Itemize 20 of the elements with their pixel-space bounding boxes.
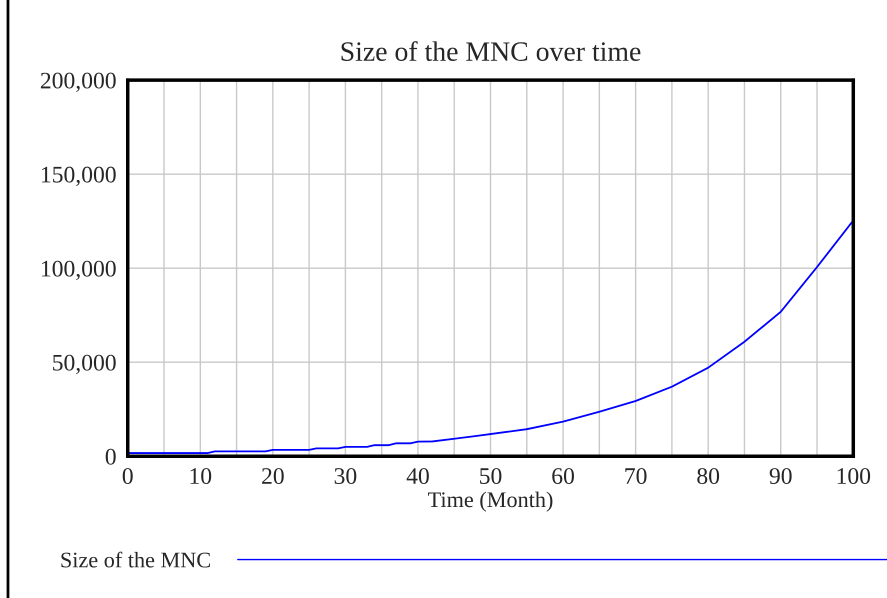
y-tick-label: 0 [106, 448, 116, 465]
x-tick-label: 90 [770, 468, 792, 484]
x-tick-label: 80 [697, 468, 720, 484]
x-tick-label: 100 [838, 468, 870, 484]
text: Size of the MNC [61, 552, 210, 568]
x-tick-label: 50 [480, 468, 502, 484]
x-tick-label: 30 [334, 468, 356, 484]
y-tick-label: 100,000 [42, 260, 116, 280]
x-tick-label: 0 [122, 468, 133, 484]
y-tick-label: 200,000 [40, 72, 116, 92]
x-tick-label: 10 [190, 468, 212, 484]
x-tick-label: 40 [406, 468, 429, 484]
y-tick-label: 50,000 [53, 354, 116, 374]
y-tick-label: 150,000 [42, 166, 116, 186]
x-tick-label: 60 [552, 468, 574, 484]
x-tick-label: 70 [625, 468, 647, 484]
x-tick-label: 20 [262, 468, 284, 484]
x-axis-title: Time (Month) [428, 492, 552, 512]
line-series [128, 220, 854, 454]
chart-title: Size of the MNC over time [342, 41, 640, 61]
